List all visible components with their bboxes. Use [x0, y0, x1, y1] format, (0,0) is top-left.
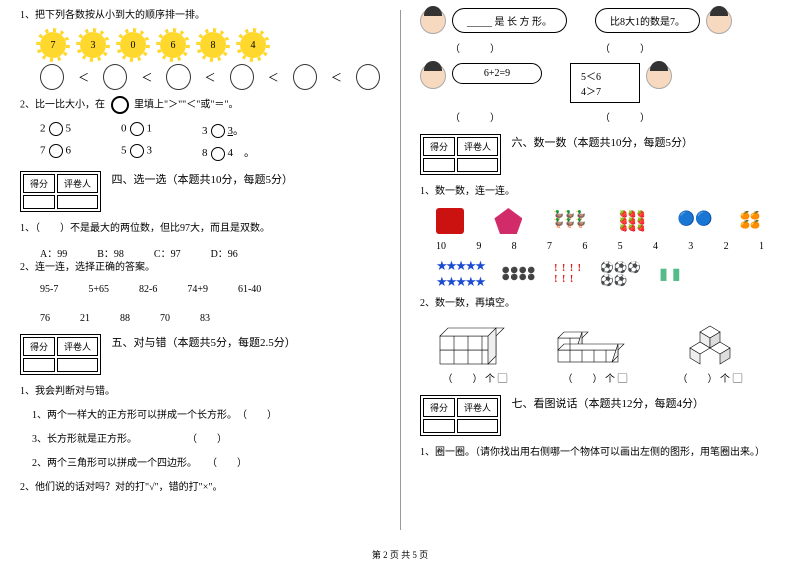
paren-row-1: （ ）（ ） [450, 40, 780, 55]
s5-q2: 2、他们说的话对吗？对的打"√"，错的打"×"。 [20, 480, 380, 496]
s5-q1: 1、我会判断对与错。 [20, 384, 380, 400]
sun-0: 7 [40, 32, 66, 58]
s7-q1: 1、圈一圈。（请你找出用右侧哪一个物体可以画出左侧的图形，用笔圈出来。） [420, 445, 780, 461]
face-icon [420, 63, 446, 89]
bubble-1: _____ 是 长 方 形。 [452, 8, 567, 33]
section-7-title: 七、看图说话（本题共12分，每题4分） [512, 395, 705, 411]
blank-icon [293, 64, 317, 90]
section-7-header: 得分评卷人 七、看图说话（本题共12分，每题4分） [420, 395, 780, 439]
s4-row2: 7621887083 [40, 313, 380, 324]
sun-4: 8 [200, 32, 226, 58]
q2-text: 2、比一比大小，在 里填上"＞""＜"或"＝"。 [20, 96, 380, 114]
circle-icon [111, 96, 129, 114]
count-row-2: ★★★★★★★★★★ ⚫⚫⚫⚫⚫⚫⚫⚫ ! ! ! !! ! ! ⚽⚽⚽⚽⚽ ▮… [436, 258, 764, 290]
page-footer: 第 2 页 共 5 页 [0, 548, 800, 561]
sun-5: 4 [240, 32, 266, 58]
q1-text: 1、把下列各数按从小到大的顺序排一排。 [20, 8, 380, 24]
blank-icon [356, 64, 380, 90]
blank-icon [230, 64, 254, 90]
s6-q2: 2、数一数，再填空。 [420, 296, 780, 312]
s6-q1: 1、数一数，连一连。 [420, 184, 780, 200]
balls-icon: ⚽⚽⚽⚽⚽ [600, 261, 641, 287]
s5-item-1: 3、长方形就是正方形。 （ ） [20, 432, 380, 448]
paren-row-2: （ ）（ ） [450, 109, 780, 124]
section-5-title: 五、对与错（本题共5分，每题2.5分） [112, 334, 296, 350]
excl-icon: ! ! ! !! ! ! [554, 263, 582, 285]
cube-fig-3: （ ） 个个 ▢ [670, 320, 750, 385]
blank-icon [166, 64, 190, 90]
bubble-4: 5＜64＞7 [570, 63, 640, 103]
face-icon [706, 8, 732, 34]
bubble-row-2: 6+2=9 5＜64＞7 [420, 63, 780, 103]
section-6-title: 六、数一数（本题共10分，每题5分） [512, 134, 694, 150]
dots-icon: ⚫⚫⚫⚫⚫⚫⚫⚫ [502, 267, 536, 281]
sun-1: 3 [80, 32, 106, 58]
compare-row-2: 76 53 84 。 [40, 144, 380, 160]
face-icon [646, 63, 672, 89]
s5-item-0: 1、两个一样大的正方形可以拼成一个长方形。 （ ） [20, 408, 380, 424]
stars-icon: ★★★★★★★★★★ [436, 258, 484, 290]
count-sprites: 🦆🦆🦆🦆🦆🦆 🍓🍓🍓🍓🍓🍓🍓🍓🍓 🔵🔵 🍊🍊🍊🍊 [436, 208, 764, 239]
face-icon [420, 8, 446, 34]
right-column: _____ 是 长 方 形。 比8大1的数是7。 （ ）（ ） 6+2=9 5＜… [400, 0, 800, 540]
s4-opts: A：99B：98C：97D：96 [40, 245, 380, 260]
blank-icon [40, 64, 64, 90]
cube-fig-2: （ ） 个 ▢ [550, 320, 640, 385]
s4-q2: 2、连一连，选择正确的答案。 [20, 260, 380, 276]
blob-icon: ▮ ▮ [659, 264, 681, 284]
bubble-2: 比8大1的数是7。 [595, 8, 700, 33]
section-5-header: 得分评卷人 五、对与错（本题共5分，每题2.5分） [20, 334, 380, 378]
left-column: 1、把下列各数按从小到大的顺序排一排。 7 3 0 6 8 4 ＜ ＜ ＜ ＜ … [0, 0, 400, 540]
count-nums: 10987654321 [436, 241, 764, 252]
compare-row-1: 25 01 33。 [40, 122, 380, 138]
sprite-icon [436, 208, 464, 234]
section-4-title: 四、选一选（本题共10分，每题5分） [112, 171, 294, 187]
sun-row: 7 3 0 6 8 4 [40, 32, 380, 58]
column-divider [400, 10, 401, 530]
sun-2: 0 [120, 32, 146, 58]
s5-item-2: 2、两个三角形可以拼成一个四边形。 （ ） [20, 456, 380, 472]
section-6-header: 得分评卷人 六、数一数（本题共10分，每题5分） [420, 134, 780, 178]
blank-row: ＜ ＜ ＜ ＜ ＜ [40, 64, 380, 90]
sprite-icon [494, 208, 522, 234]
bubble-row-1: _____ 是 长 方 形。 比8大1的数是7。 [420, 8, 780, 34]
sun-3: 6 [160, 32, 186, 58]
bubble-3: 6+2=9 [452, 63, 542, 84]
s4-q1: 1、（ ）不是最大的两位数，但比97大，而且是双数。 [20, 221, 380, 237]
cube-fig-1: （ ） 个 ▢ [430, 320, 520, 385]
cube-row: （ ） 个 ▢ （ ） 个 ▢ （ ） 个个 ▢ [430, 320, 770, 385]
section-4-header: 得分评卷人 四、选一选（本题共10分，每题5分） [20, 171, 380, 215]
s4-row1: 95-75+6582-674+961-40 [40, 284, 380, 295]
blank-icon [103, 64, 127, 90]
